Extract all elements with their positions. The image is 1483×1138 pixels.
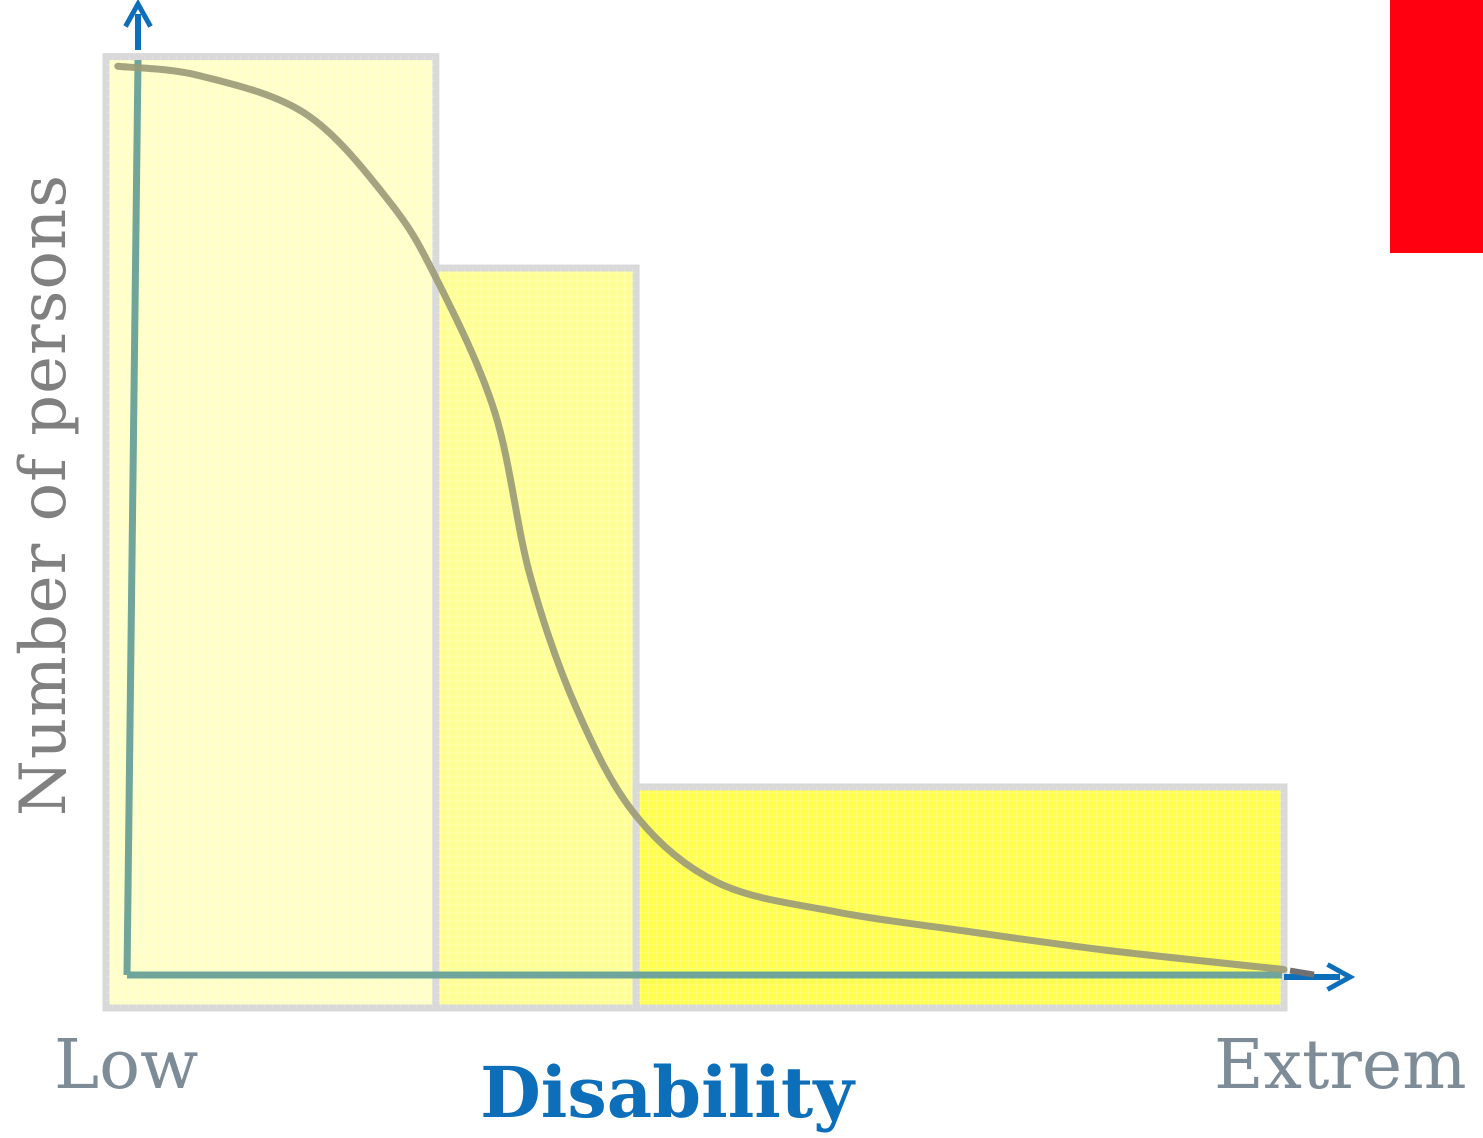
bars-layer	[102, 53, 1288, 1012]
x-axis-low-label: Low	[54, 1026, 199, 1105]
x-axis-label: Disability	[480, 1051, 854, 1134]
y-axis-line	[123, 59, 142, 976]
curve-layer	[114, 62, 1315, 978]
y-axis-label: Number of persons	[7, 173, 81, 817]
bar-texture-3	[636, 786, 1284, 1008]
x-axis-high-label: Extrem	[1214, 1026, 1467, 1105]
curve-tail-dash	[1289, 967, 1315, 978]
red-swatch	[1390, 0, 1483, 253]
distribution-curve	[114, 62, 1288, 974]
bar-texture-1	[106, 56, 436, 1009]
bar-texture-2	[435, 268, 637, 1008]
